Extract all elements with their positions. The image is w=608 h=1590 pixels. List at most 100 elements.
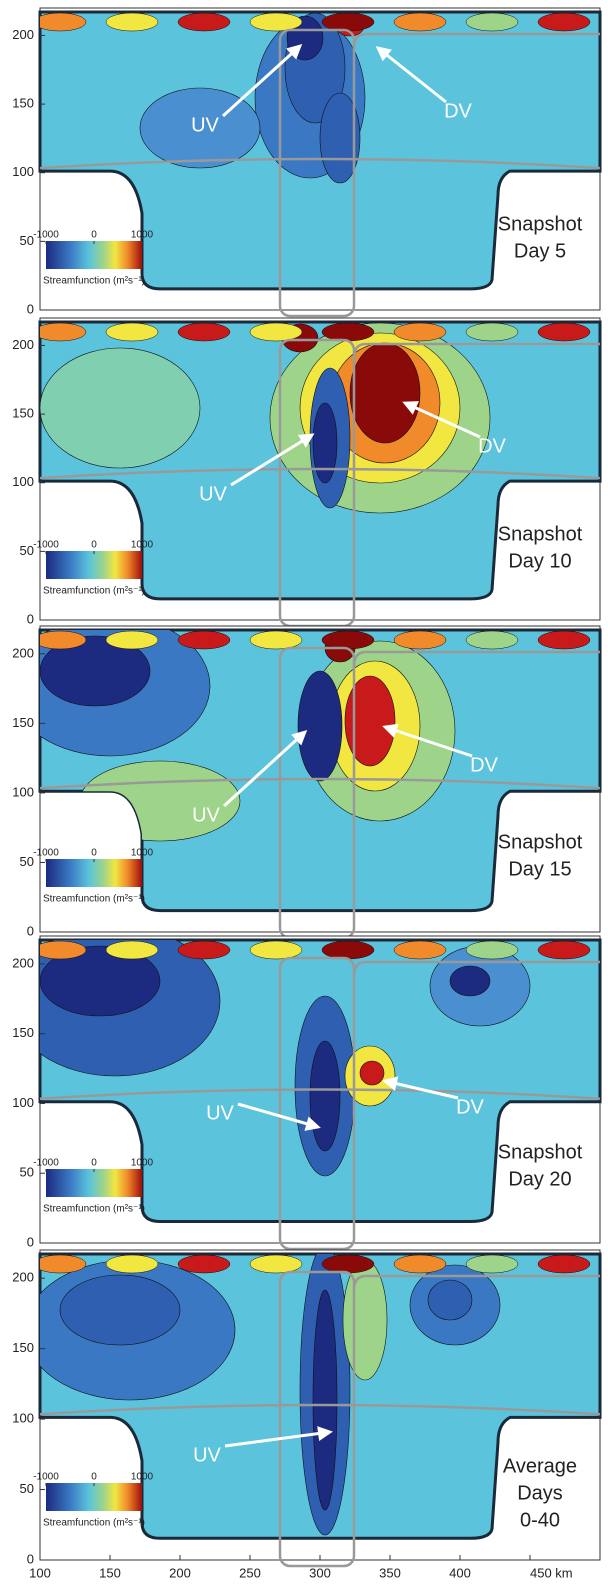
panel-label: Day 20 bbox=[508, 1168, 571, 1190]
surface-eddy bbox=[465, 940, 519, 960]
y-tick-label: 50 bbox=[20, 854, 34, 869]
panel-label: Average bbox=[503, 1455, 577, 1477]
surface-eddy bbox=[105, 322, 159, 342]
surface-eddy bbox=[249, 940, 303, 960]
y-tick-label: 0 bbox=[27, 611, 34, 626]
annotation-arrow bbox=[237, 1102, 321, 1131]
panel-label: Day 15 bbox=[508, 858, 571, 880]
panel-label: Snapshot bbox=[498, 831, 583, 853]
colorbar-tick-label: 1000 bbox=[131, 1158, 154, 1169]
outline bbox=[278, 1270, 356, 1568]
outline bbox=[352, 960, 600, 977]
colorbar bbox=[46, 859, 142, 887]
surface-eddy bbox=[177, 12, 231, 32]
y-tick-label: 100 bbox=[12, 1095, 34, 1110]
panel: 0 50 100 150 200 100 150 200 250 300 350 400 450 km -… bbox=[12, 1249, 602, 1580]
panel-label: Days bbox=[517, 1482, 563, 1504]
colorbar-label: Streamfunction (m²s⁻¹) bbox=[43, 276, 145, 287]
y-tick-label: 50 bbox=[20, 1481, 34, 1496]
surface-eddy bbox=[177, 1254, 231, 1274]
contour-region bbox=[427, 1279, 473, 1321]
panel-label: Day 10 bbox=[508, 550, 571, 572]
outline bbox=[352, 342, 600, 359]
contour-region bbox=[40, 945, 161, 1017]
contour-region bbox=[319, 92, 361, 184]
annotation: DV bbox=[456, 1096, 484, 1118]
contour-region bbox=[309, 1040, 341, 1152]
panel: 0 50 100 150 200 -1000 0 1000 Streamfunction (m²… bbox=[12, 625, 602, 940]
annotation-arrow bbox=[221, 43, 303, 118]
contour-region bbox=[40, 635, 151, 707]
annotation: DV bbox=[444, 100, 472, 122]
y-tick-label: 200 bbox=[12, 645, 34, 660]
colorbar-tick-label: -1000 bbox=[33, 848, 59, 859]
colorbar-tick-label: 1000 bbox=[131, 1472, 154, 1483]
surface-eddy bbox=[40, 12, 87, 32]
y-tick-label: 100 bbox=[12, 474, 34, 489]
y-tick-label: 200 bbox=[12, 955, 34, 970]
outline bbox=[39, 1088, 601, 1100]
surface-eddy bbox=[177, 940, 231, 960]
x-tick-label: 450 km bbox=[530, 1565, 573, 1580]
contour-region bbox=[312, 1289, 338, 1511]
annotation: UV bbox=[206, 1102, 234, 1124]
surface-eddy bbox=[537, 12, 591, 32]
panel-label: Snapshot bbox=[498, 213, 583, 235]
outline bbox=[39, 157, 601, 170]
x-tick-label: 250 bbox=[239, 1565, 261, 1580]
colorbar-tick-label: 1000 bbox=[131, 540, 154, 551]
panel: 0 50 100 150 200 -1000 0 1000 Streamfunction (m²… bbox=[12, 935, 602, 1251]
x-tick-label: 100 bbox=[29, 1565, 51, 1580]
surface-eddy bbox=[321, 1254, 375, 1274]
surface-eddy bbox=[40, 322, 87, 342]
annotation-arrow bbox=[375, 46, 447, 104]
y-tick-label: 0 bbox=[27, 923, 34, 938]
colorbar bbox=[46, 1169, 142, 1197]
panel: 0 50 100 150 200 -1000 0 1000 Streamfunction (m²… bbox=[12, 317, 602, 628]
colorbar-tick-label: 0 bbox=[91, 848, 97, 859]
colorbar-tick-label: 1000 bbox=[131, 230, 154, 241]
surface-eddy bbox=[537, 322, 591, 342]
panel-label: 0-40 bbox=[520, 1509, 560, 1531]
colorbar-tick-label: 0 bbox=[91, 1472, 97, 1483]
x-tick-label: 400 bbox=[449, 1565, 471, 1580]
colorbar-tick-label: 0 bbox=[91, 1158, 97, 1169]
surface-eddy bbox=[177, 630, 231, 650]
surface-eddy bbox=[249, 322, 303, 342]
x-tick-label: 350 bbox=[379, 1565, 401, 1580]
contour-region bbox=[349, 342, 421, 444]
colorbar-tick-label: -1000 bbox=[33, 1472, 59, 1483]
contour-region bbox=[359, 1060, 385, 1086]
surface-eddy bbox=[105, 1254, 159, 1274]
y-tick-label: 100 bbox=[12, 1411, 34, 1426]
y-tick-label: 50 bbox=[20, 233, 34, 248]
surface-eddy bbox=[105, 940, 159, 960]
colorbar-tick-label: 0 bbox=[91, 230, 97, 241]
colorbar bbox=[46, 241, 142, 269]
y-tick-label: 200 bbox=[12, 1270, 34, 1285]
colorbar-label: Streamfunction (m²s⁻¹) bbox=[43, 894, 145, 905]
annotation: UV bbox=[192, 804, 220, 826]
outline bbox=[278, 28, 356, 318]
surface-eddy bbox=[393, 322, 447, 342]
panel-label: Snapshot bbox=[498, 1141, 583, 1163]
surface-eddy bbox=[537, 940, 591, 960]
y-tick-label: 0 bbox=[27, 1551, 34, 1566]
surface-eddy bbox=[177, 322, 231, 342]
contour-region bbox=[40, 347, 201, 469]
annotation-arrow bbox=[222, 729, 308, 808]
contours bbox=[40, 322, 591, 514]
colorbar-label: Streamfunction (m²s⁻¹) bbox=[43, 1518, 145, 1529]
annotation: UV bbox=[191, 114, 219, 136]
surface-eddy bbox=[40, 630, 87, 650]
x-tick-label: 300 bbox=[309, 1565, 331, 1580]
colorbar-tick-label: -1000 bbox=[33, 230, 59, 241]
surface-eddy bbox=[393, 1254, 447, 1274]
panel-label: Snapshot bbox=[498, 523, 583, 545]
y-tick-label: 200 bbox=[12, 27, 34, 42]
outline bbox=[39, 467, 601, 480]
y-tick-label: 150 bbox=[12, 715, 34, 730]
annotation-arrow bbox=[224, 1426, 333, 1448]
surface-eddy bbox=[249, 630, 303, 650]
contour-region bbox=[297, 670, 343, 782]
